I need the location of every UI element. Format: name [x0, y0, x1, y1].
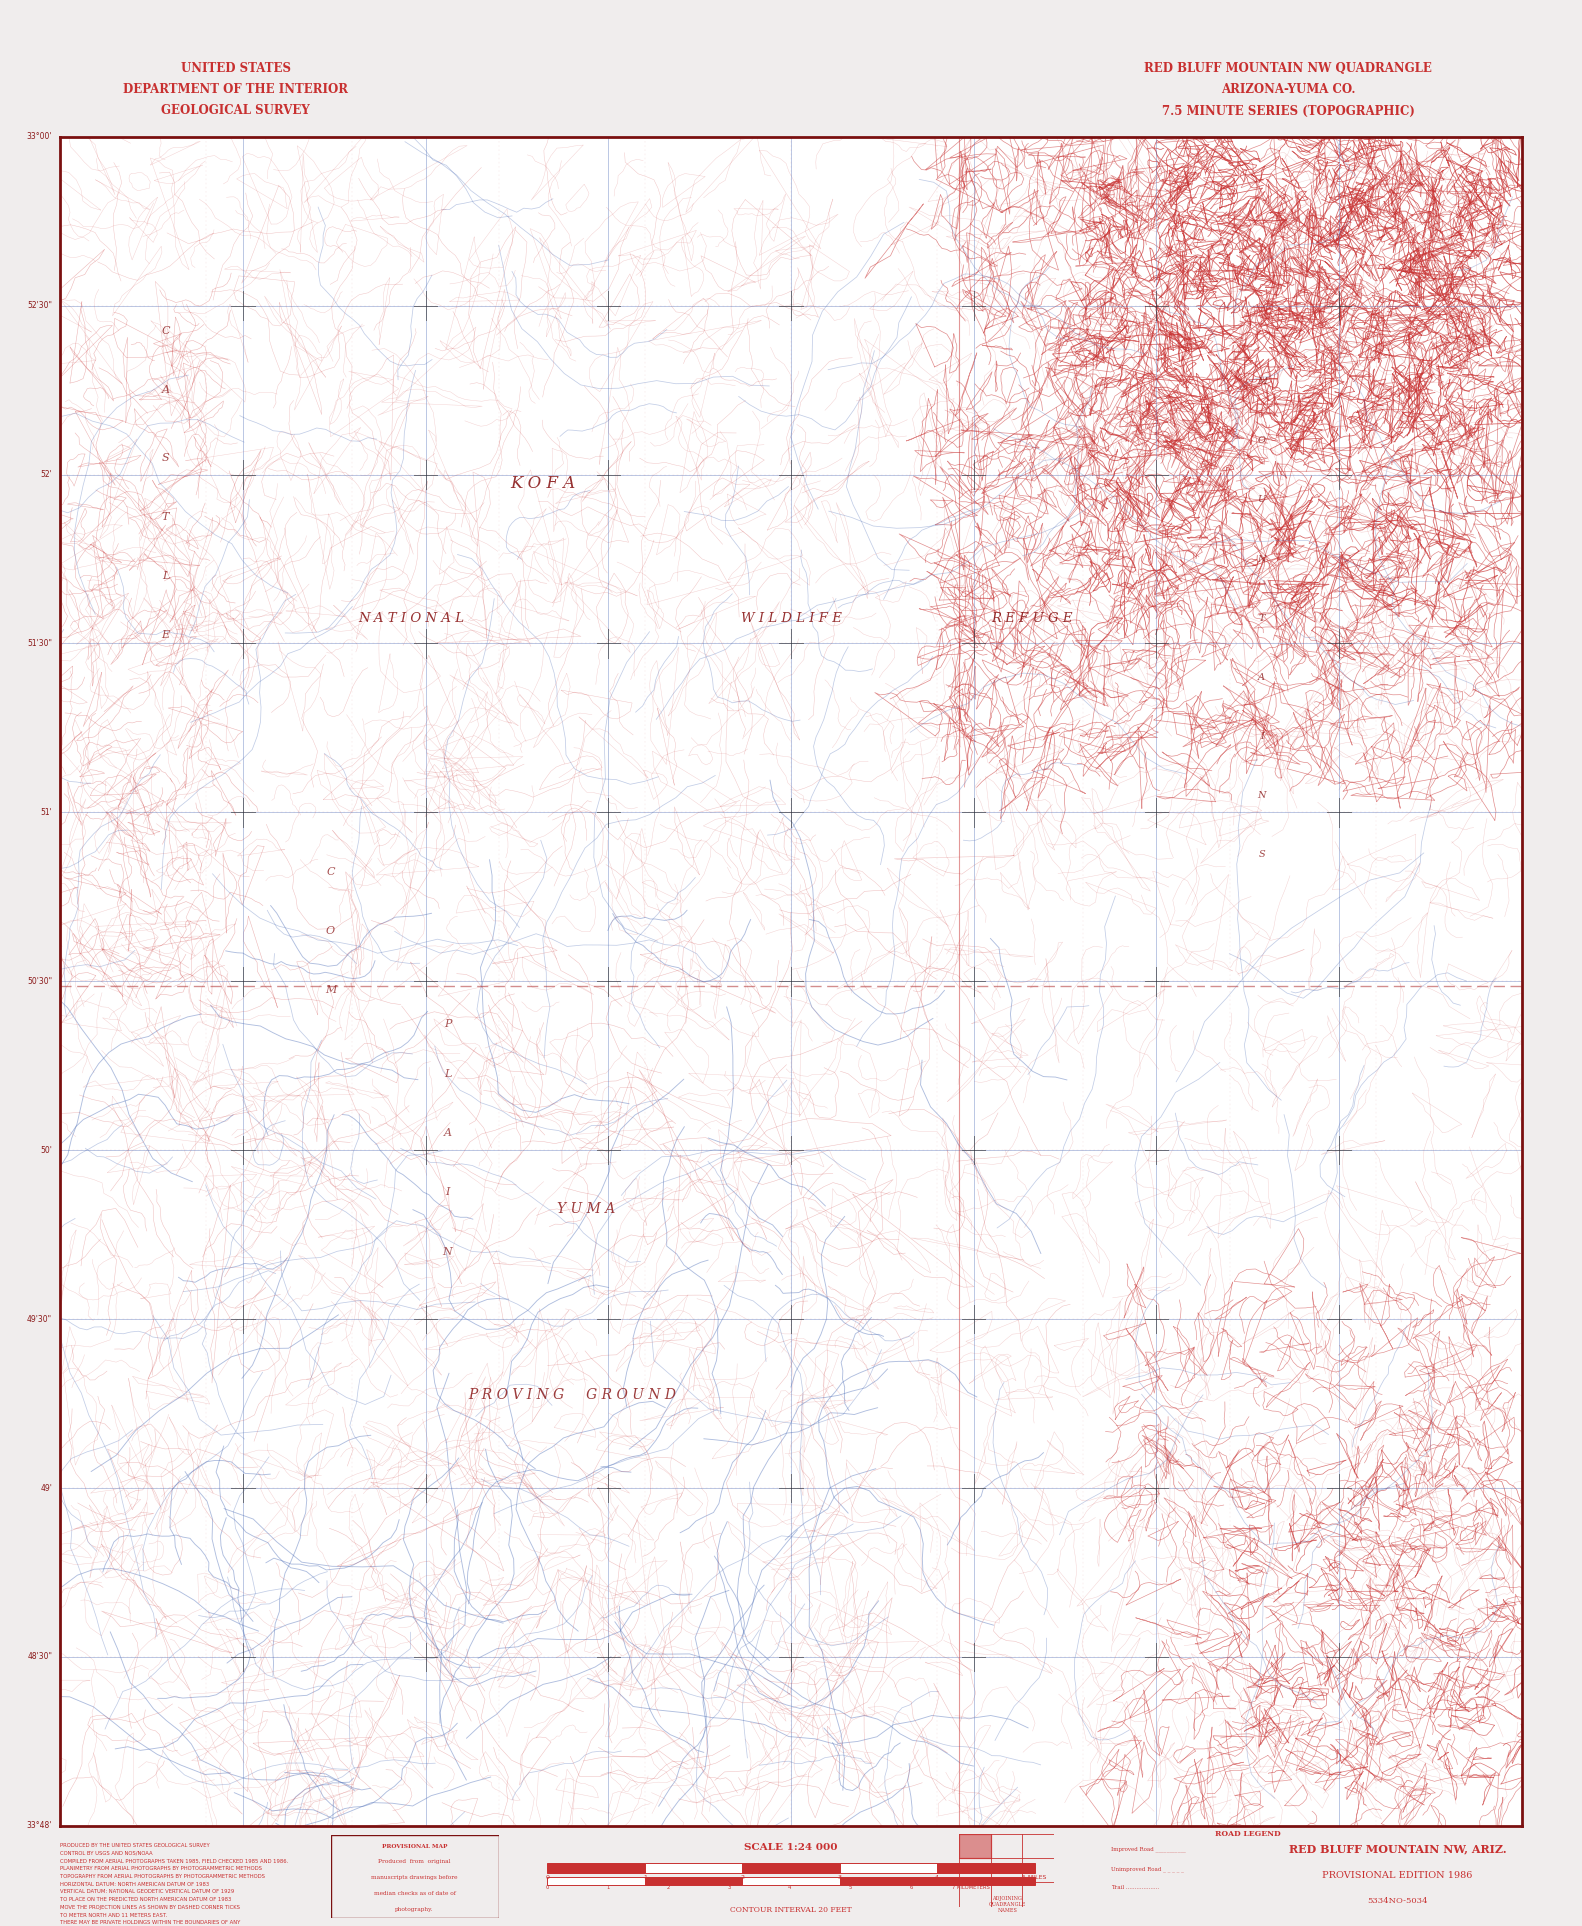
Text: S: S [161, 453, 169, 462]
Text: UNITED STATES: UNITED STATES [180, 62, 291, 75]
Text: 6: 6 [910, 1886, 913, 1889]
Bar [742, 1862, 840, 1872]
Text: N: N [1258, 555, 1266, 564]
Text: 49': 49' [40, 1483, 52, 1493]
Text: 7 KILOMETERS: 7 KILOMETERS [952, 1886, 990, 1889]
Text: 5334NO-5034: 5334NO-5034 [1367, 1897, 1429, 1905]
Text: MOVE THE PROJECTION LINES AS SHOWN BY DASHED CORNER TICKS: MOVE THE PROJECTION LINES AS SHOWN BY DA… [60, 1905, 240, 1911]
Bar [645, 1876, 742, 1884]
Text: O: O [1258, 437, 1266, 445]
Text: 2: 2 [740, 1876, 744, 1880]
Text: 1: 1 [606, 1886, 609, 1889]
Text: 0: 0 [546, 1886, 549, 1889]
Text: COMPILED FROM AERIAL PHOTOGRAPHS TAKEN 1985, FIELD CHECKED 1985 AND 1986.: COMPILED FROM AERIAL PHOTOGRAPHS TAKEN 1… [60, 1859, 288, 1864]
Text: I: I [445, 1188, 449, 1198]
Text: L: L [445, 1069, 451, 1079]
Text: E: E [161, 630, 169, 639]
Text: DEPARTMENT OF THE INTERIOR: DEPARTMENT OF THE INTERIOR [123, 83, 348, 96]
Bar [937, 1862, 1035, 1872]
Bar [645, 1862, 742, 1872]
Text: SCALE 1:24 000: SCALE 1:24 000 [744, 1843, 838, 1853]
Text: P R O V I N G     G R O U N D: P R O V I N G G R O U N D [468, 1389, 676, 1402]
Text: VERTICAL DATUM: NATIONAL GEODETIC VERTICAL DATUM OF 1929: VERTICAL DATUM: NATIONAL GEODETIC VERTIC… [60, 1889, 234, 1895]
Bar [547, 1876, 645, 1884]
Text: 51': 51' [41, 807, 52, 817]
Bar [742, 1876, 840, 1884]
Text: Y U M A: Y U M A [557, 1202, 615, 1217]
Text: PROVISIONAL MAP: PROVISIONAL MAP [381, 1843, 448, 1849]
Text: A: A [443, 1129, 451, 1138]
Text: T: T [1258, 614, 1266, 622]
Text: Improved Road ___________: Improved Road ___________ [1111, 1847, 1186, 1853]
Text: CONTOUR INTERVAL 20 FEET: CONTOUR INTERVAL 20 FEET [731, 1907, 851, 1914]
Text: manuscripts drawings before: manuscripts drawings before [372, 1876, 457, 1880]
Text: RED BLUFF MOUNTAIN NW QUADRANGLE: RED BLUFF MOUNTAIN NW QUADRANGLE [1144, 62, 1432, 75]
Text: C: C [326, 867, 335, 876]
Text: N: N [1258, 792, 1266, 799]
Text: P: P [443, 1019, 451, 1028]
Text: median checks as of date of: median checks as of date of [373, 1891, 456, 1895]
Text: N: N [443, 1246, 452, 1256]
Text: 5 MILES: 5 MILES [1022, 1876, 1047, 1880]
Text: A: A [161, 385, 169, 395]
Text: M: M [324, 984, 337, 994]
Text: Produced  from  original: Produced from original [378, 1859, 451, 1864]
Text: HORIZONTAL DATUM: NORTH AMERICAN DATUM OF 1983: HORIZONTAL DATUM: NORTH AMERICAN DATUM O… [60, 1882, 209, 1887]
Text: 3: 3 [728, 1886, 731, 1889]
Text: O: O [326, 926, 335, 936]
Text: 50'30": 50'30" [27, 976, 52, 986]
Text: Trail ...................: Trail ................... [1111, 1886, 1160, 1889]
Text: ARIZONA-YUMA CO.: ARIZONA-YUMA CO. [1221, 83, 1356, 96]
Text: U: U [1258, 495, 1266, 505]
Text: 4: 4 [788, 1886, 791, 1889]
Text: TOPOGRAPHY FROM AERIAL PHOTOGRAPHS BY PHOTOGRAMMETRIC METHODS: TOPOGRAPHY FROM AERIAL PHOTOGRAPHS BY PH… [60, 1874, 266, 1880]
Text: GEOLOGICAL SURVEY: GEOLOGICAL SURVEY [161, 104, 310, 117]
Text: 0: 0 [546, 1876, 549, 1880]
Text: Unimproved Road _ _ _ _ _: Unimproved Road _ _ _ _ _ [1111, 1866, 1183, 1872]
Bar [547, 1862, 645, 1872]
Text: TO PLACE ON THE PREDICTED NORTH AMERICAN DATUM OF 1983: TO PLACE ON THE PREDICTED NORTH AMERICAN… [60, 1897, 231, 1903]
Text: CONTROL BY USGS AND NOS/NOAA: CONTROL BY USGS AND NOS/NOAA [60, 1851, 153, 1857]
Text: 2: 2 [668, 1886, 671, 1889]
Text: RED BLUFF MOUNTAIN NW, ARIZ.: RED BLUFF MOUNTAIN NW, ARIZ. [1289, 1843, 1506, 1855]
Bar [937, 1876, 1035, 1884]
Text: C: C [161, 325, 169, 335]
Text: ADJOINING
QUADRANGLE
NAMES: ADJOINING QUADRANGLE NAMES [989, 1895, 1027, 1913]
Bar [840, 1876, 937, 1884]
Text: W I L D L I F E: W I L D L I F E [740, 612, 842, 624]
Text: PROVISIONAL EDITION 1986: PROVISIONAL EDITION 1986 [1323, 1872, 1473, 1880]
Text: THERE MAY BE PRIVATE HOLDINGS WITHIN THE BOUNDARIES OF ANY: THERE MAY BE PRIVATE HOLDINGS WITHIN THE… [60, 1920, 240, 1926]
Text: 5: 5 [848, 1886, 851, 1889]
Text: N A T I O N A L: N A T I O N A L [358, 612, 464, 624]
Text: L: L [161, 570, 169, 582]
Text: 7.5 MINUTE SERIES (TOPOGRAPHIC): 7.5 MINUTE SERIES (TOPOGRAPHIC) [1161, 104, 1414, 117]
Text: M: M [1256, 377, 1267, 387]
Text: 33°00': 33°00' [27, 133, 52, 141]
Text: I: I [1259, 732, 1264, 742]
Text: 4: 4 [935, 1876, 940, 1880]
Text: ROAD LEGEND: ROAD LEGEND [1215, 1830, 1281, 1839]
Text: 48'30": 48'30" [27, 1653, 52, 1662]
Text: 49'30": 49'30" [27, 1315, 52, 1323]
Text: T: T [161, 512, 169, 522]
Text: K O F A: K O F A [509, 474, 576, 491]
Bar [840, 1862, 937, 1872]
Text: 52': 52' [41, 470, 52, 480]
Text: 1: 1 [642, 1876, 647, 1880]
Text: 52'30": 52'30" [27, 300, 52, 310]
Text: S: S [1258, 849, 1266, 859]
Text: 3: 3 [838, 1876, 842, 1880]
Text: 51'30": 51'30" [27, 639, 52, 647]
Text: R E F U G E: R E F U G E [992, 612, 1073, 624]
Text: 50': 50' [40, 1146, 52, 1156]
Text: PRODUCED BY THE UNITED STATES GEOLOGICAL SURVEY: PRODUCED BY THE UNITED STATES GEOLOGICAL… [60, 1843, 210, 1849]
Text: 33°48': 33°48' [27, 1822, 52, 1830]
Text: PLANIMETRY FROM AERIAL PHOTOGRAPHS BY PHOTOGRAMMETRIC METHODS: PLANIMETRY FROM AERIAL PHOTOGRAPHS BY PH… [60, 1866, 263, 1872]
Text: TO METER NORTH AND 11 METERS EAST.: TO METER NORTH AND 11 METERS EAST. [60, 1913, 168, 1918]
Text: A: A [1258, 672, 1266, 682]
Text: photography.: photography. [396, 1907, 433, 1913]
